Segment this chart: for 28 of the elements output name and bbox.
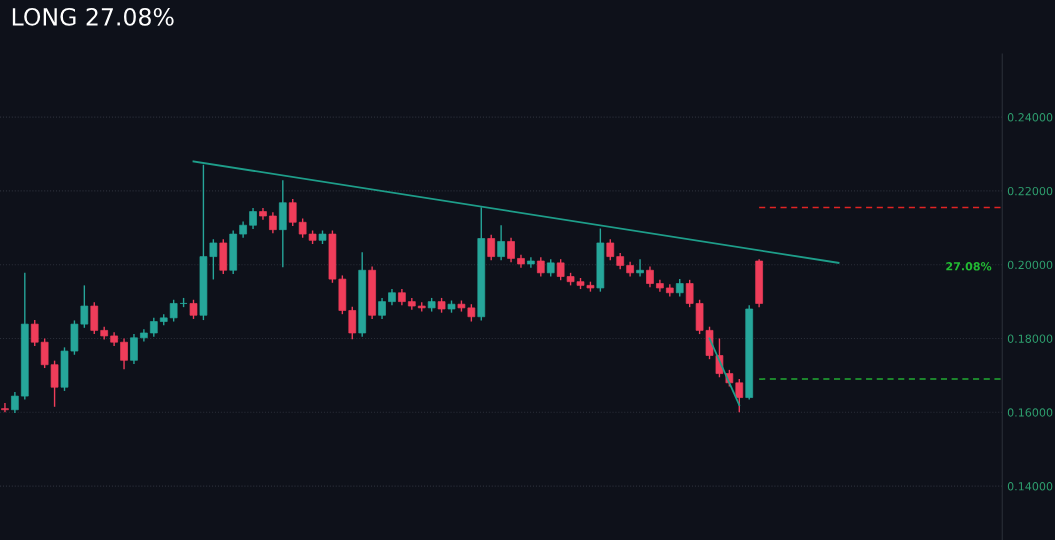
candlestick xyxy=(378,297,386,320)
candlestick xyxy=(30,319,39,347)
candlestick xyxy=(1,402,9,414)
annotation: 27.08% xyxy=(946,262,992,271)
y-tick-label: 0.24000 xyxy=(1007,113,1053,122)
candlestick xyxy=(189,299,198,320)
y-tick-label: 0.22000 xyxy=(1007,186,1053,196)
chart-title: LONG 27.08% xyxy=(12,7,174,26)
candlestick xyxy=(636,258,644,278)
candlestick xyxy=(249,207,257,230)
candlestick xyxy=(130,333,138,365)
candlestick xyxy=(536,256,545,278)
y-tick-label: 0.14000 xyxy=(1007,482,1053,491)
candlestick xyxy=(120,337,128,370)
candlestick xyxy=(487,234,496,261)
candlestick xyxy=(606,238,615,261)
candlestick xyxy=(288,198,297,227)
candlestick xyxy=(269,211,277,235)
candlestick xyxy=(348,306,357,340)
candlestick xyxy=(735,378,744,414)
candlestick xyxy=(646,265,654,288)
candlestick xyxy=(507,237,515,263)
y-tick-label: 0.16000 xyxy=(1007,408,1053,417)
y-tick-label: 0.18000 xyxy=(1007,334,1053,343)
candlestick xyxy=(149,317,158,338)
candlestick xyxy=(11,391,19,414)
y-tick-label: 0.20000 xyxy=(1007,260,1053,270)
candlestick xyxy=(497,224,505,261)
